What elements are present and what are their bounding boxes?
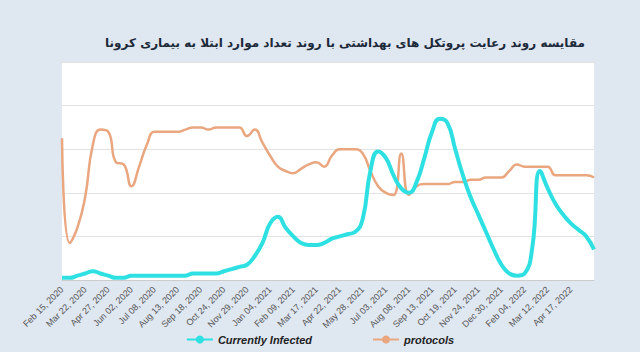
svg-text:May 28, 2021: May 28, 2021 [320, 284, 367, 330]
svg-text:Currently Infected: Currently Infected [218, 334, 312, 346]
svg-text:Aug 13, 2020: Aug 13, 2020 [136, 284, 182, 330]
svg-text:Nov 29, 2020: Nov 29, 2020 [205, 284, 251, 330]
svg-text:Jul 03, 2021: Jul 03, 2021 [347, 284, 390, 327]
svg-text:Oct 19, 2021: Oct 19, 2021 [415, 284, 459, 328]
svg-text:Feb 15, 2020: Feb 15, 2020 [21, 284, 66, 329]
svg-text:Feb 09, 2021: Feb 09, 2021 [252, 284, 297, 329]
svg-text:Sep 18, 2020: Sep 18, 2020 [159, 284, 205, 330]
svg-text:Aug 08, 2021: Aug 08, 2021 [367, 284, 413, 330]
svg-text:Sep 13, 2021: Sep 13, 2021 [390, 284, 436, 330]
svg-text:Apr 27, 2020: Apr 27, 2020 [68, 284, 112, 328]
svg-text:protocols: protocols [403, 334, 454, 346]
svg-text:Apr 22, 2021: Apr 22, 2021 [299, 284, 344, 328]
svg-text:Oct 24, 2020: Oct 24, 2020 [184, 284, 228, 328]
svg-text:Apr 17, 2022: Apr 17, 2022 [531, 284, 574, 327]
svg-text:مقایسه روند رعایت پروتکل های ب: مقایسه روند رعایت پروتکل های بهداشتی با … [105, 36, 585, 51]
svg-text:Feb 04, 2022: Feb 04, 2022 [483, 284, 529, 329]
svg-text:Jul 08, 2020: Jul 08, 2020 [116, 284, 159, 327]
svg-text:Mar 12, 2022: Mar 12, 2022 [506, 284, 552, 329]
svg-text:Mar 22, 2020: Mar 22, 2020 [44, 284, 89, 329]
svg-text:Nov 24, 2021: Nov 24, 2021 [437, 284, 482, 330]
svg-text:Mar 17, 2021: Mar 17, 2021 [275, 284, 320, 329]
svg-text:Dec 30, 2021: Dec 30, 2021 [460, 284, 505, 330]
svg-text:Jun 02, 2020: Jun 02, 2020 [91, 284, 135, 329]
svg-text:Jan 04, 2021: Jan 04, 2021 [229, 284, 274, 329]
